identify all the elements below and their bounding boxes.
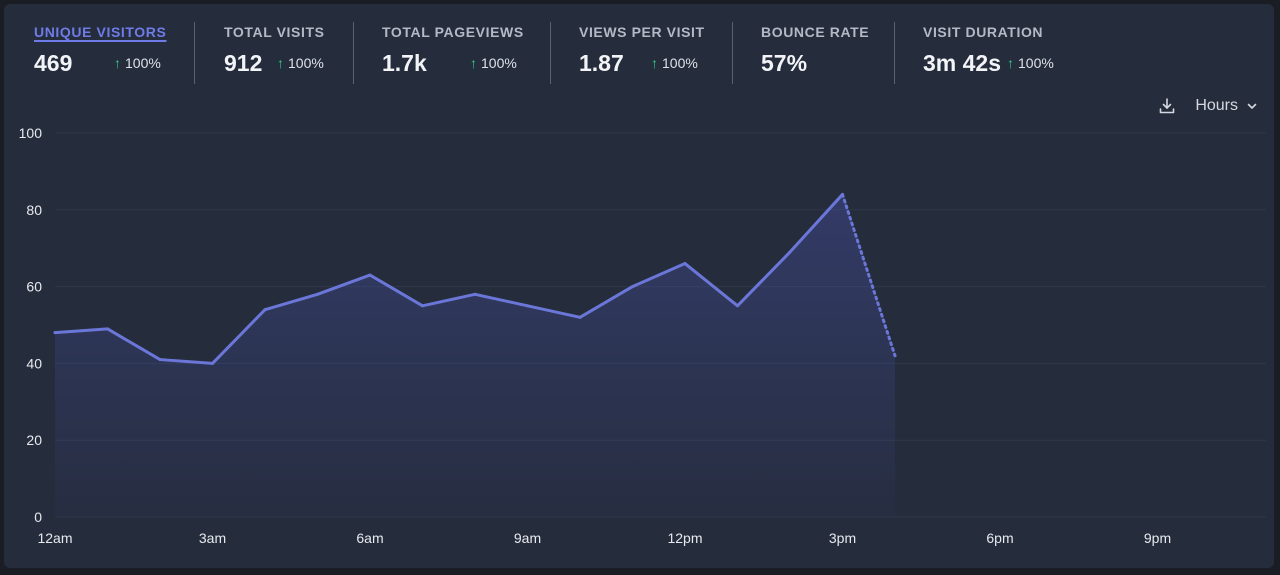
metric-value: 1.7k <box>382 50 427 76</box>
y-axis: 0 20 40 60 80 100 <box>19 125 43 525</box>
metric-divider <box>894 22 895 84</box>
chart-point[interactable] <box>53 331 57 335</box>
y-tick-label: 20 <box>26 432 42 448</box>
chart-point[interactable] <box>631 285 634 289</box>
metric-label: VISIT DURATION <box>923 24 1044 40</box>
download-icon[interactable] <box>1155 94 1179 118</box>
arrow-up-icon: ↑ <box>277 55 284 71</box>
chart-point[interactable] <box>368 273 372 277</box>
metric-divider <box>732 22 733 84</box>
x-tick-label: 3pm <box>829 530 856 546</box>
chart-point[interactable] <box>211 361 214 365</box>
y-tick-label: 80 <box>26 202 42 218</box>
metric-value: 469 <box>34 50 73 76</box>
x-tick-label: 6am <box>356 530 383 546</box>
y-tick-label: 0 <box>34 509 42 525</box>
arrow-up-icon: ↑ <box>1007 55 1014 71</box>
arrow-up-icon: ↑ <box>470 55 477 71</box>
chevron-down-icon <box>1246 100 1258 112</box>
metric-value: 57% <box>761 50 808 76</box>
metric-views-per-visit[interactable]: VIEWS PER VISIT 1.87 ↑ 100% <box>579 22 734 84</box>
main-graph-panel: UNIQUE VISITORS 469 ↑ 100% TOTAL VISITS 9… <box>4 4 1274 568</box>
x-tick-label: 9am <box>514 530 541 546</box>
x-tick-label: 12pm <box>667 530 702 546</box>
chart-partial-segment <box>841 192 897 358</box>
metric-value: 912 <box>224 50 263 76</box>
metric-total-pageviews[interactable]: TOTAL PAGEVIEWS 1.7k ↑ 100% <box>382 22 552 84</box>
metric-change: ↑ 100% <box>114 55 161 71</box>
visitors-line-chart: 0 20 40 60 80 100 12am 3am 6am 9am 12pm 3pm 6pm 9pm <box>19 125 1266 546</box>
chart-point[interactable] <box>841 192 844 196</box>
metric-divider <box>550 22 551 84</box>
x-axis: 12am 3am 6am 9am 12pm 3pm 6pm 9pm <box>37 530 1171 546</box>
interval-picker[interactable]: Hours <box>1195 97 1258 115</box>
metric-change: ↑ 100% <box>277 55 324 71</box>
metric-label: BOUNCE RATE <box>761 24 870 40</box>
arrow-up-icon: ↑ <box>651 55 658 71</box>
chart-point[interactable] <box>683 262 687 266</box>
metric-change: ↑ 100% <box>1007 55 1054 71</box>
chart-point[interactable] <box>158 358 162 362</box>
metric-bounce-rate[interactable]: BOUNCE RATE 57% <box>761 22 891 84</box>
chart-series-line <box>53 192 844 365</box>
y-tick-label: 100 <box>19 125 43 141</box>
metric-change: ↑ 100% <box>651 55 698 71</box>
top-stats: UNIQUE VISITORS 469 ↑ 100% TOTAL VISITS 9… <box>4 4 1274 94</box>
graph-toolbar: Hours <box>1155 92 1258 120</box>
chart-point[interactable] <box>316 292 319 296</box>
interval-label: Hours <box>1195 97 1238 114</box>
metric-unique-visitors[interactable]: UNIQUE VISITORS 469 ↑ 100% <box>34 22 194 84</box>
x-tick-label: 3am <box>199 530 226 546</box>
chart-point[interactable] <box>106 327 109 331</box>
metric-label: TOTAL VISITS <box>224 24 325 40</box>
metric-total-visits[interactable]: TOTAL VISITS 912 ↑ 100% <box>224 22 354 84</box>
chart-point[interactable] <box>263 308 267 312</box>
chart-point[interactable] <box>788 250 792 254</box>
x-tick-label: 6pm <box>986 530 1013 546</box>
y-tick-label: 60 <box>26 279 42 295</box>
metric-value: 3m 42s <box>923 50 1002 76</box>
y-tick-label: 40 <box>26 355 42 371</box>
chart-point[interactable] <box>473 292 477 296</box>
chart-area <box>55 194 895 517</box>
x-tick-label: 12am <box>37 530 72 546</box>
metric-divider <box>353 22 354 84</box>
arrow-up-icon: ↑ <box>114 55 121 71</box>
metric-change: ↑ 100% <box>470 55 517 71</box>
metric-label: VIEWS PER VISIT <box>579 24 705 40</box>
x-tick-label: 9pm <box>1144 530 1171 546</box>
metric-divider <box>194 22 195 84</box>
chart-points <box>53 192 897 365</box>
metric-value: 1.87 <box>579 50 624 76</box>
chart-point[interactable] <box>736 304 739 308</box>
chart-point[interactable] <box>578 315 582 319</box>
metric-label: UNIQUE VISITORS <box>34 24 167 40</box>
chart-point[interactable] <box>421 304 424 308</box>
metric-visit-duration[interactable]: VISIT DURATION 3m 42s ↑ 100% <box>923 22 1093 84</box>
chart-point[interactable] <box>526 304 529 308</box>
metric-label: TOTAL PAGEVIEWS <box>382 24 524 40</box>
chart-point[interactable] <box>893 354 897 358</box>
